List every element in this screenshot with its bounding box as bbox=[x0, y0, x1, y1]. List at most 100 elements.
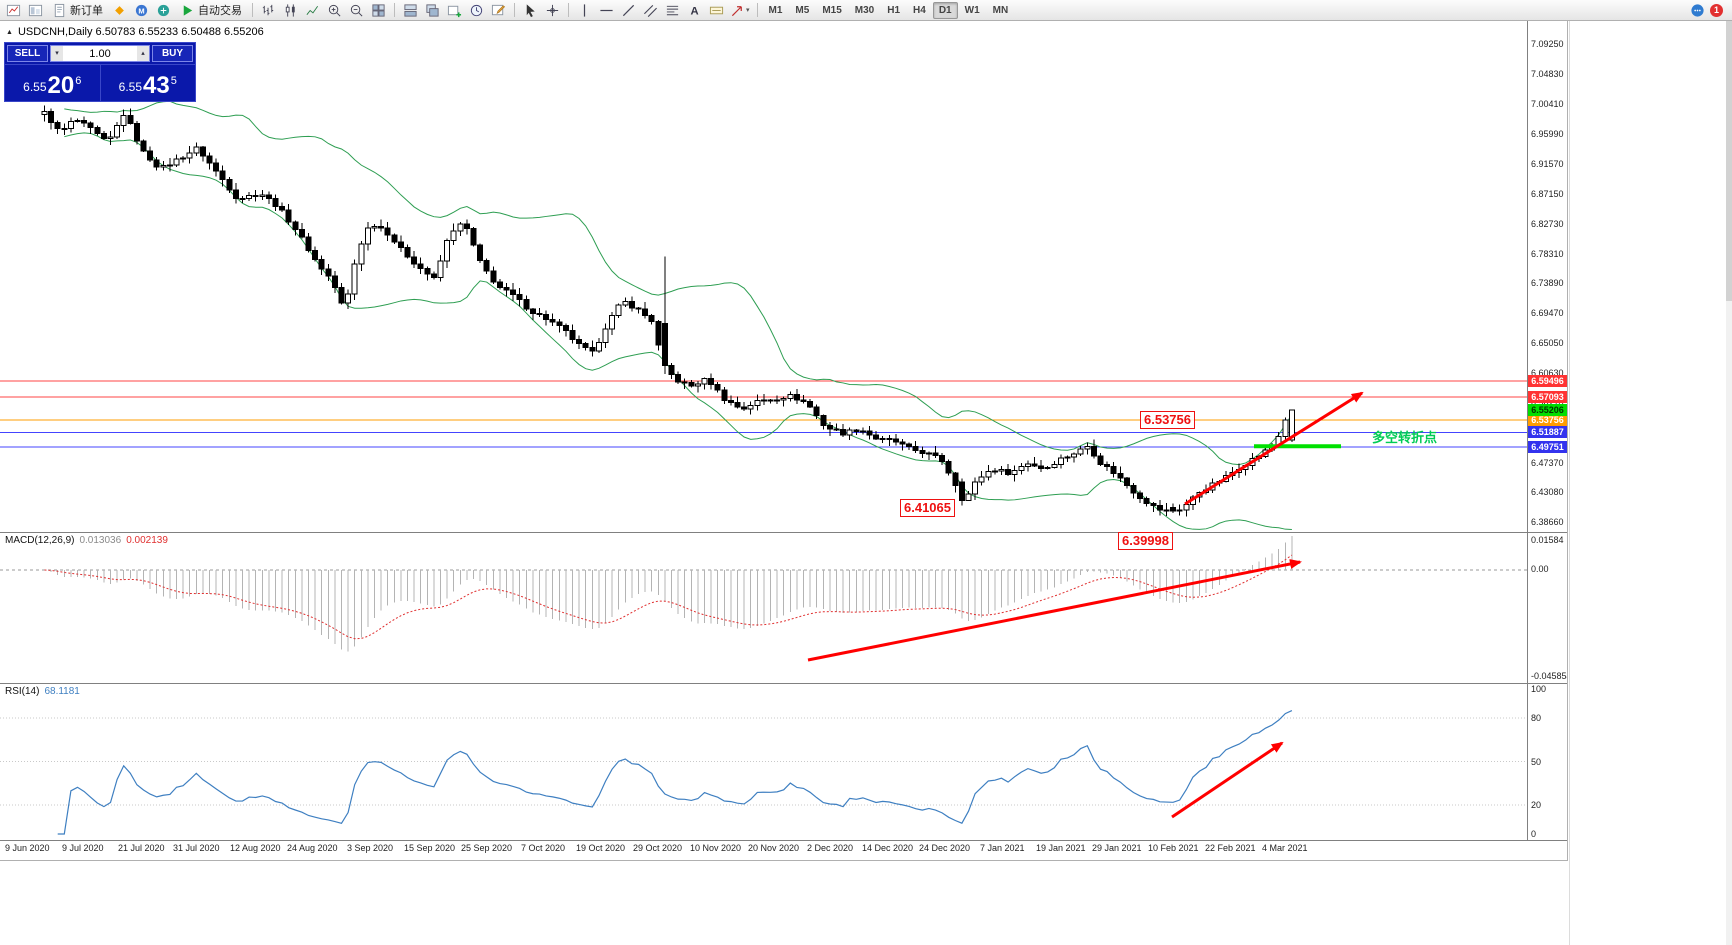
price-axis-label: 7.09250 bbox=[1531, 39, 1564, 49]
horizontal-line-icon[interactable] bbox=[596, 1, 617, 19]
price-annotation[interactable]: 6.39998 bbox=[1118, 532, 1173, 550]
rsi-axis-label: 20 bbox=[1531, 800, 1542, 810]
bar-chart-icon[interactable] bbox=[258, 1, 279, 19]
date-axis-label: 14 Dec 2020 bbox=[862, 843, 914, 853]
level-price-box: 6.51887 bbox=[1528, 426, 1567, 439]
scrollbar-thumb[interactable] bbox=[1726, 21, 1732, 301]
timeframe-m1[interactable]: M1 bbox=[768, 4, 783, 16]
new-chart-plus-icon[interactable] bbox=[444, 1, 465, 19]
vertical-scrollbar[interactable] bbox=[1726, 21, 1732, 945]
date-axis-label: 7 Jan 2021 bbox=[980, 843, 1025, 853]
vertical-line-icon[interactable] bbox=[574, 1, 595, 19]
auto-arrange-icon[interactable] bbox=[400, 1, 421, 19]
metaquotes-icon[interactable] bbox=[109, 1, 130, 19]
arrows-icon[interactable]: ▾ bbox=[728, 1, 752, 19]
autotrading-button[interactable]: 自动交易 bbox=[175, 1, 247, 19]
trendline-icon[interactable] bbox=[618, 1, 639, 19]
tile-windows-icon[interactable] bbox=[368, 1, 389, 19]
turning-point-annotation[interactable]: 多空转折点 bbox=[1372, 430, 1438, 445]
date-axis-label: 31 Jul 2020 bbox=[173, 843, 220, 853]
fibonacci-icon bbox=[665, 3, 680, 18]
notification-badge[interactable]: 1 bbox=[1710, 3, 1723, 17]
one-click-divider bbox=[99, 65, 101, 101]
timeframe-m30[interactable]: M30 bbox=[854, 4, 875, 16]
label-icon[interactable] bbox=[706, 1, 727, 19]
trend-arrow[interactable] bbox=[807, 559, 1302, 662]
sell-button[interactable]: SELL bbox=[7, 45, 48, 62]
crosshair-icon[interactable] bbox=[542, 1, 563, 19]
sell-price[interactable]: 6.55 20 6 bbox=[5, 65, 100, 101]
text-icon[interactable]: A bbox=[684, 1, 705, 19]
price-axis-label: 7.00410 bbox=[1531, 98, 1564, 109]
date-axis-label: 10 Nov 2020 bbox=[690, 843, 742, 853]
rsi-axis-label: 50 bbox=[1531, 756, 1542, 767]
timeframe-w1[interactable]: W1 bbox=[964, 4, 980, 16]
timeframe-m15[interactable]: M15 bbox=[822, 4, 842, 16]
market-icon[interactable] bbox=[153, 1, 174, 19]
timeframe-h4[interactable]: H4 bbox=[913, 4, 926, 16]
channel-icon[interactable] bbox=[640, 1, 661, 19]
price-axis-label: 6.60630 bbox=[1531, 368, 1564, 379]
zoom-in-icon[interactable] bbox=[324, 1, 345, 19]
timeframe-h1[interactable]: H1 bbox=[887, 4, 901, 16]
order-icon bbox=[52, 3, 67, 18]
arrows-icon bbox=[730, 3, 745, 18]
date-axis-label: 25 Sep 2020 bbox=[461, 843, 513, 853]
arrows-icon-dropdown[interactable]: ▾ bbox=[746, 7, 750, 14]
new-order-button[interactable]: 新订单 bbox=[47, 1, 108, 19]
metaquotes-icon bbox=[112, 3, 127, 18]
new-chart-icon[interactable] bbox=[3, 1, 24, 19]
chart-window: 7.09250 7.04830 7.00410 6.95990 6.91570 6.871… bbox=[0, 21, 1568, 861]
volume-decrease-button[interactable]: ▾ bbox=[51, 46, 63, 61]
buy-price[interactable]: 6.55 43 5 bbox=[101, 65, 196, 101]
channel-icon bbox=[643, 3, 658, 18]
candlestick-chart-icon bbox=[283, 3, 298, 18]
trend-arrow[interactable] bbox=[1184, 391, 1364, 506]
macd-axis-label: 0.00 bbox=[1531, 564, 1549, 574]
sell-price-base: 6.55 bbox=[23, 80, 47, 94]
rsi-axis-label: 80 bbox=[1531, 713, 1542, 723]
price-axis-label: 6.69470 bbox=[1531, 308, 1564, 319]
macd-name: MACD(12,26,9) bbox=[5, 535, 75, 546]
cascade-icon[interactable] bbox=[422, 1, 443, 19]
volume-input[interactable] bbox=[63, 46, 137, 61]
zoom-in-icon bbox=[327, 3, 342, 18]
line-chart-icon[interactable] bbox=[302, 1, 323, 19]
date-axis-label: 3 Sep 2020 bbox=[347, 843, 394, 853]
price-annotation[interactable]: 6.53756 bbox=[1140, 411, 1195, 429]
macd-axis-label: 0.01584 bbox=[1531, 535, 1564, 545]
date-axis-label: 20 Nov 2020 bbox=[748, 843, 800, 853]
template-icon[interactable] bbox=[488, 1, 509, 19]
period-icon[interactable] bbox=[466, 1, 487, 19]
macd-pane bbox=[0, 536, 1527, 652]
timeframe-m5[interactable]: M5 bbox=[795, 4, 810, 16]
toolbar-separator bbox=[756, 3, 758, 17]
chart-canvas[interactable] bbox=[0, 21, 1568, 861]
zoom-out-icon bbox=[349, 3, 364, 18]
vertical-line-icon bbox=[577, 3, 592, 18]
timeframe-d1[interactable]: D1 bbox=[932, 1, 958, 19]
one-click-toggle-icon[interactable]: ▲ bbox=[6, 28, 13, 36]
zoom-out-icon[interactable] bbox=[346, 1, 367, 19]
fibonacci-icon[interactable] bbox=[662, 1, 683, 19]
date-axis-label: 15 Sep 2020 bbox=[404, 843, 456, 853]
notifications-icon[interactable] bbox=[1690, 3, 1705, 18]
trend-arrow[interactable] bbox=[1171, 741, 1284, 819]
volume-increase-button[interactable]: ▴ bbox=[137, 46, 149, 61]
chart-window-icon[interactable] bbox=[25, 1, 46, 19]
cursor-icon[interactable] bbox=[520, 1, 541, 19]
level-price-box: 6.59496 bbox=[1528, 374, 1567, 387]
price-axis-label: 7.04830 bbox=[1531, 68, 1564, 79]
rsi-value: 68.1181 bbox=[44, 686, 80, 697]
candlestick-chart-icon[interactable] bbox=[280, 1, 301, 19]
price-annotation[interactable]: 6.41065 bbox=[900, 499, 955, 517]
community-icon[interactable]: M bbox=[131, 1, 152, 19]
horizontal-line-icon bbox=[599, 3, 614, 18]
macd-axis-label: -0.045854 bbox=[1531, 671, 1568, 681]
date-axis-label: 19 Oct 2020 bbox=[576, 843, 626, 853]
date-axis-label: 29 Jan 2021 bbox=[1092, 843, 1142, 853]
timeframe-mn[interactable]: MN bbox=[992, 4, 1009, 16]
date-axis-label: 4 Mar 2021 bbox=[1262, 843, 1308, 853]
buy-button[interactable]: BUY bbox=[152, 45, 193, 62]
macd-main-value: 0.013036 bbox=[79, 535, 122, 546]
